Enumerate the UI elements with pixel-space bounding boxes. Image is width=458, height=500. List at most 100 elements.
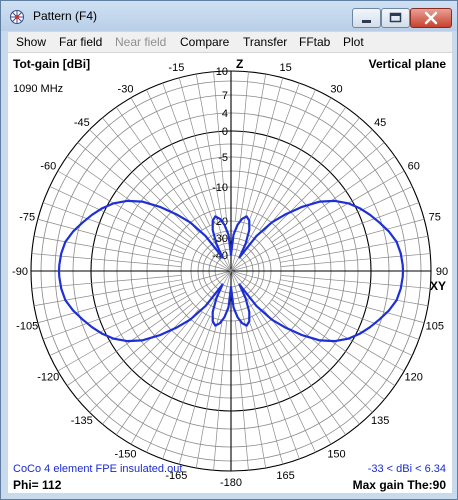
maximize-button[interactable] bbox=[381, 8, 410, 28]
grid-spoke bbox=[251, 89, 316, 226]
grid-spoke bbox=[49, 291, 186, 356]
grid-spoke bbox=[235, 71, 249, 222]
angle-tick-label: -75 bbox=[19, 211, 35, 223]
maximize-icon bbox=[389, 12, 402, 23]
grid-spoke bbox=[269, 302, 385, 400]
angle-tick-label: 165 bbox=[276, 470, 294, 482]
grid-spoke bbox=[276, 291, 413, 356]
angle-tick-label: -45 bbox=[74, 117, 90, 129]
grid-spoke bbox=[230, 270, 332, 445]
menu-transfer[interactable]: Transfer bbox=[243, 35, 288, 49]
grid-spoke bbox=[89, 270, 232, 413]
angle-tick-label: 45 bbox=[374, 117, 386, 129]
grid-spoke bbox=[277, 202, 420, 255]
grid-spoke bbox=[77, 302, 193, 400]
grid-spoke bbox=[178, 77, 232, 272]
radial-tick-label: 0 bbox=[222, 126, 228, 138]
grid-spoke bbox=[146, 316, 211, 453]
window-title: Pattern (F4) bbox=[33, 9, 98, 23]
grid-spoke bbox=[33, 279, 182, 307]
xy-axis-label: XY bbox=[430, 279, 447, 293]
angle-tick-label: -90 bbox=[12, 266, 28, 278]
angle-tick-label: 75 bbox=[429, 211, 441, 223]
grid-spoke bbox=[178, 270, 232, 465]
grid-spoke bbox=[162, 317, 215, 460]
grid-spoke bbox=[213, 71, 227, 222]
grid-spoke bbox=[230, 270, 284, 465]
quantity-label: Tot-gain [dBi] bbox=[13, 57, 91, 71]
grid-spoke bbox=[239, 320, 267, 469]
angle-tick-label: -60 bbox=[40, 161, 56, 173]
angle-tick-label: 150 bbox=[327, 449, 345, 461]
close-icon bbox=[424, 11, 438, 25]
radial-tick-label: 10 bbox=[216, 66, 228, 78]
grid-spoke bbox=[49, 186, 186, 251]
antenna-app-icon bbox=[10, 10, 24, 24]
menu-show[interactable]: Show bbox=[16, 35, 47, 49]
grid-spoke bbox=[230, 77, 284, 272]
grid-spoke bbox=[213, 320, 227, 471]
grid-spoke bbox=[277, 287, 420, 340]
grid-spoke bbox=[230, 270, 373, 413]
frequency-label: 1090 MHz bbox=[13, 83, 64, 95]
angle-tick-label: 90 bbox=[436, 266, 448, 278]
minimize-button[interactable] bbox=[352, 8, 381, 28]
gain-pattern-line bbox=[57, 199, 405, 343]
max-gain-label: Max gain The:90 bbox=[352, 478, 446, 492]
grid-spoke bbox=[66, 155, 191, 243]
radial-tick-label: 7 bbox=[222, 90, 228, 102]
angle-tick-label: 60 bbox=[408, 161, 420, 173]
grid-spoke bbox=[230, 270, 405, 372]
angle-tick-label: -165 bbox=[165, 470, 187, 482]
grid-spoke bbox=[77, 142, 193, 240]
grid-spoke bbox=[235, 320, 249, 471]
grid-spoke bbox=[276, 186, 413, 251]
grid-spoke bbox=[130, 270, 232, 445]
grid-spoke bbox=[115, 106, 203, 231]
radial-tick-label: -5 bbox=[218, 152, 228, 164]
grid-spoke bbox=[162, 82, 215, 225]
angle-tick-label: 105 bbox=[426, 321, 444, 333]
grid-spoke bbox=[280, 235, 429, 263]
grid-spoke bbox=[269, 142, 385, 240]
angle-tick-label: -120 bbox=[37, 372, 59, 384]
grid-spoke bbox=[230, 218, 425, 272]
grid-spoke bbox=[31, 275, 182, 289]
grid-spoke bbox=[271, 299, 396, 387]
grid-spoke bbox=[239, 73, 267, 222]
grid-spoke bbox=[42, 287, 185, 340]
title-bar[interactable]: Pattern (F4) bbox=[1, 1, 457, 31]
menu-far-field[interactable]: Far field bbox=[59, 35, 103, 49]
grid-spoke bbox=[280, 275, 431, 289]
grid-spoke bbox=[89, 129, 232, 272]
menu-compare[interactable]: Compare bbox=[180, 35, 230, 49]
grid-spoke bbox=[280, 279, 429, 307]
menu-near-field: Near field bbox=[115, 35, 167, 49]
grid-spoke bbox=[37, 270, 232, 324]
grid-spoke bbox=[66, 299, 191, 387]
grid-spoke bbox=[33, 235, 182, 263]
grid-spoke bbox=[259, 311, 347, 436]
grid-spoke bbox=[57, 170, 232, 272]
grid-spoke bbox=[280, 253, 431, 267]
grid-spoke bbox=[230, 170, 405, 272]
grid-spoke bbox=[146, 89, 211, 226]
angle-tick-label: 30 bbox=[330, 83, 342, 95]
gain-range-label: -33 < dBi < 6.34 bbox=[367, 463, 446, 475]
grid-spoke bbox=[230, 97, 332, 272]
angle-tick-label: -105 bbox=[16, 321, 38, 333]
grid-spoke bbox=[251, 316, 316, 453]
z-axis-label: Z bbox=[236, 57, 244, 71]
grid-spoke bbox=[230, 270, 425, 324]
grid-spoke bbox=[102, 117, 200, 233]
grid-spoke bbox=[130, 97, 232, 272]
grid-spoke bbox=[31, 253, 182, 267]
polar-plot-area: 15 30 45 60 75 90 105 120 135 150 165 -180 -165 -150-… bbox=[8, 53, 452, 493]
grid-spoke bbox=[37, 218, 232, 272]
grid-spoke bbox=[247, 82, 300, 225]
menu-fftab[interactable]: FFtab bbox=[299, 35, 331, 49]
close-button[interactable] bbox=[410, 8, 452, 28]
menu-plot[interactable]: Plot bbox=[343, 35, 364, 49]
minimize-icon bbox=[362, 20, 371, 23]
grid-spoke bbox=[262, 309, 360, 425]
